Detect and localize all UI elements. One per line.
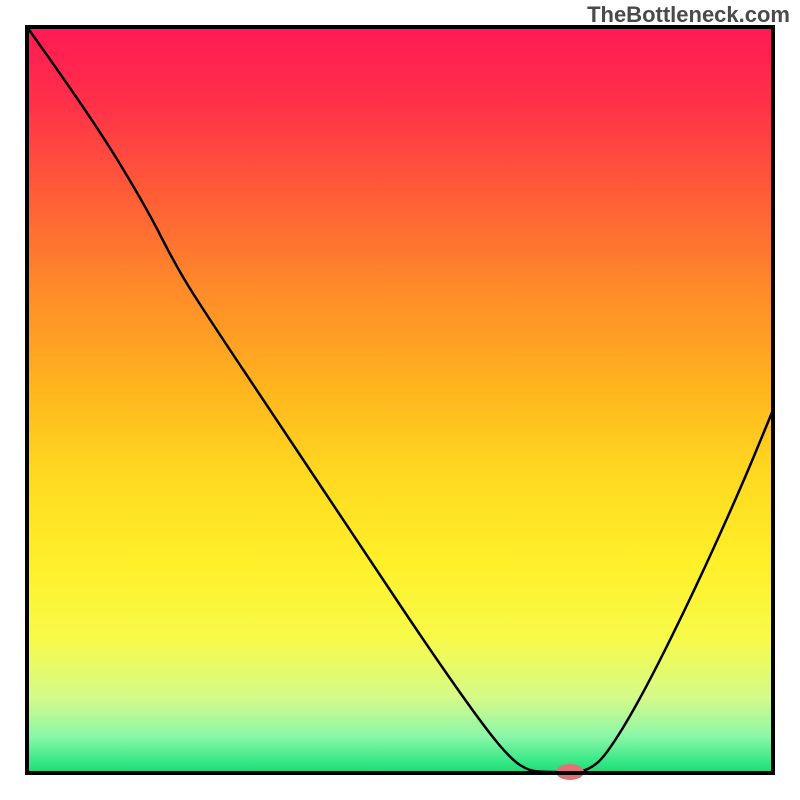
bottleneck-chart bbox=[0, 0, 800, 800]
watermark-text: TheBottleneck.com bbox=[587, 2, 790, 28]
gradient-background bbox=[27, 27, 773, 773]
chart-container: TheBottleneck.com bbox=[0, 0, 800, 800]
